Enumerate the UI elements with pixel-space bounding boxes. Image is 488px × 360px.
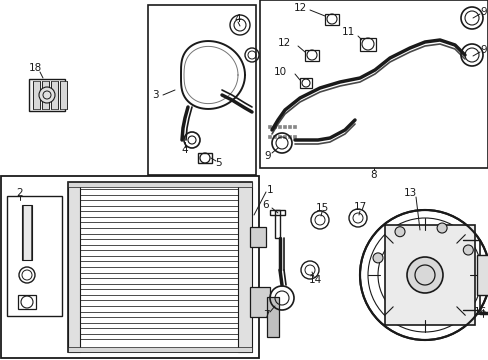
Text: 11: 11 xyxy=(341,27,354,37)
Circle shape xyxy=(436,223,446,233)
Circle shape xyxy=(372,253,382,263)
Text: 12: 12 xyxy=(293,3,306,13)
Text: 8: 8 xyxy=(370,170,377,180)
Bar xyxy=(51,81,58,109)
Bar xyxy=(249,287,269,317)
Bar xyxy=(384,225,474,325)
Text: 4: 4 xyxy=(182,145,188,155)
Bar xyxy=(325,14,338,25)
Bar xyxy=(260,0,487,168)
Bar xyxy=(278,125,281,128)
Text: 12: 12 xyxy=(277,38,290,48)
Bar xyxy=(272,125,275,128)
Bar xyxy=(292,135,295,138)
Bar xyxy=(305,50,318,61)
Bar xyxy=(269,210,285,215)
Bar xyxy=(283,125,285,128)
Text: 13: 13 xyxy=(403,188,416,198)
Circle shape xyxy=(406,257,442,293)
Bar xyxy=(29,79,65,111)
Text: 3: 3 xyxy=(151,90,158,100)
Bar xyxy=(249,227,265,247)
Bar xyxy=(22,205,32,260)
Text: 6: 6 xyxy=(262,200,269,210)
Text: 9: 9 xyxy=(264,151,271,161)
Bar xyxy=(33,81,40,109)
Bar xyxy=(476,255,488,295)
Text: 9: 9 xyxy=(479,7,486,17)
Bar xyxy=(68,182,80,352)
Text: 9: 9 xyxy=(479,45,486,55)
Bar xyxy=(267,135,270,138)
Bar xyxy=(198,153,212,163)
Circle shape xyxy=(462,245,472,255)
Bar xyxy=(68,182,251,187)
Bar xyxy=(359,38,375,51)
Bar xyxy=(68,182,251,352)
Text: 14: 14 xyxy=(308,275,321,285)
Bar xyxy=(287,135,290,138)
Bar xyxy=(283,135,285,138)
Bar xyxy=(274,210,280,238)
Bar xyxy=(42,81,49,109)
Bar xyxy=(299,78,311,88)
Text: 16: 16 xyxy=(473,307,486,317)
Bar xyxy=(60,81,67,109)
Bar xyxy=(23,205,31,260)
Circle shape xyxy=(39,87,55,103)
Bar xyxy=(266,297,279,337)
Bar xyxy=(272,135,275,138)
Bar xyxy=(148,5,256,175)
Circle shape xyxy=(394,227,404,237)
Bar xyxy=(292,125,295,128)
Bar xyxy=(238,182,251,352)
Text: 18: 18 xyxy=(28,63,41,73)
Text: 10: 10 xyxy=(273,67,286,77)
Bar xyxy=(287,125,290,128)
Bar xyxy=(278,135,281,138)
Text: 5: 5 xyxy=(214,158,221,168)
Bar xyxy=(1,176,259,358)
Bar xyxy=(267,125,270,128)
Text: 2: 2 xyxy=(17,188,23,198)
Text: 17: 17 xyxy=(353,202,366,212)
Bar xyxy=(7,196,62,316)
Bar xyxy=(18,295,36,309)
Text: 1: 1 xyxy=(266,185,273,195)
Bar xyxy=(68,347,251,352)
Text: 4: 4 xyxy=(234,14,241,24)
Text: 7: 7 xyxy=(262,310,269,320)
Text: 15: 15 xyxy=(315,203,328,213)
